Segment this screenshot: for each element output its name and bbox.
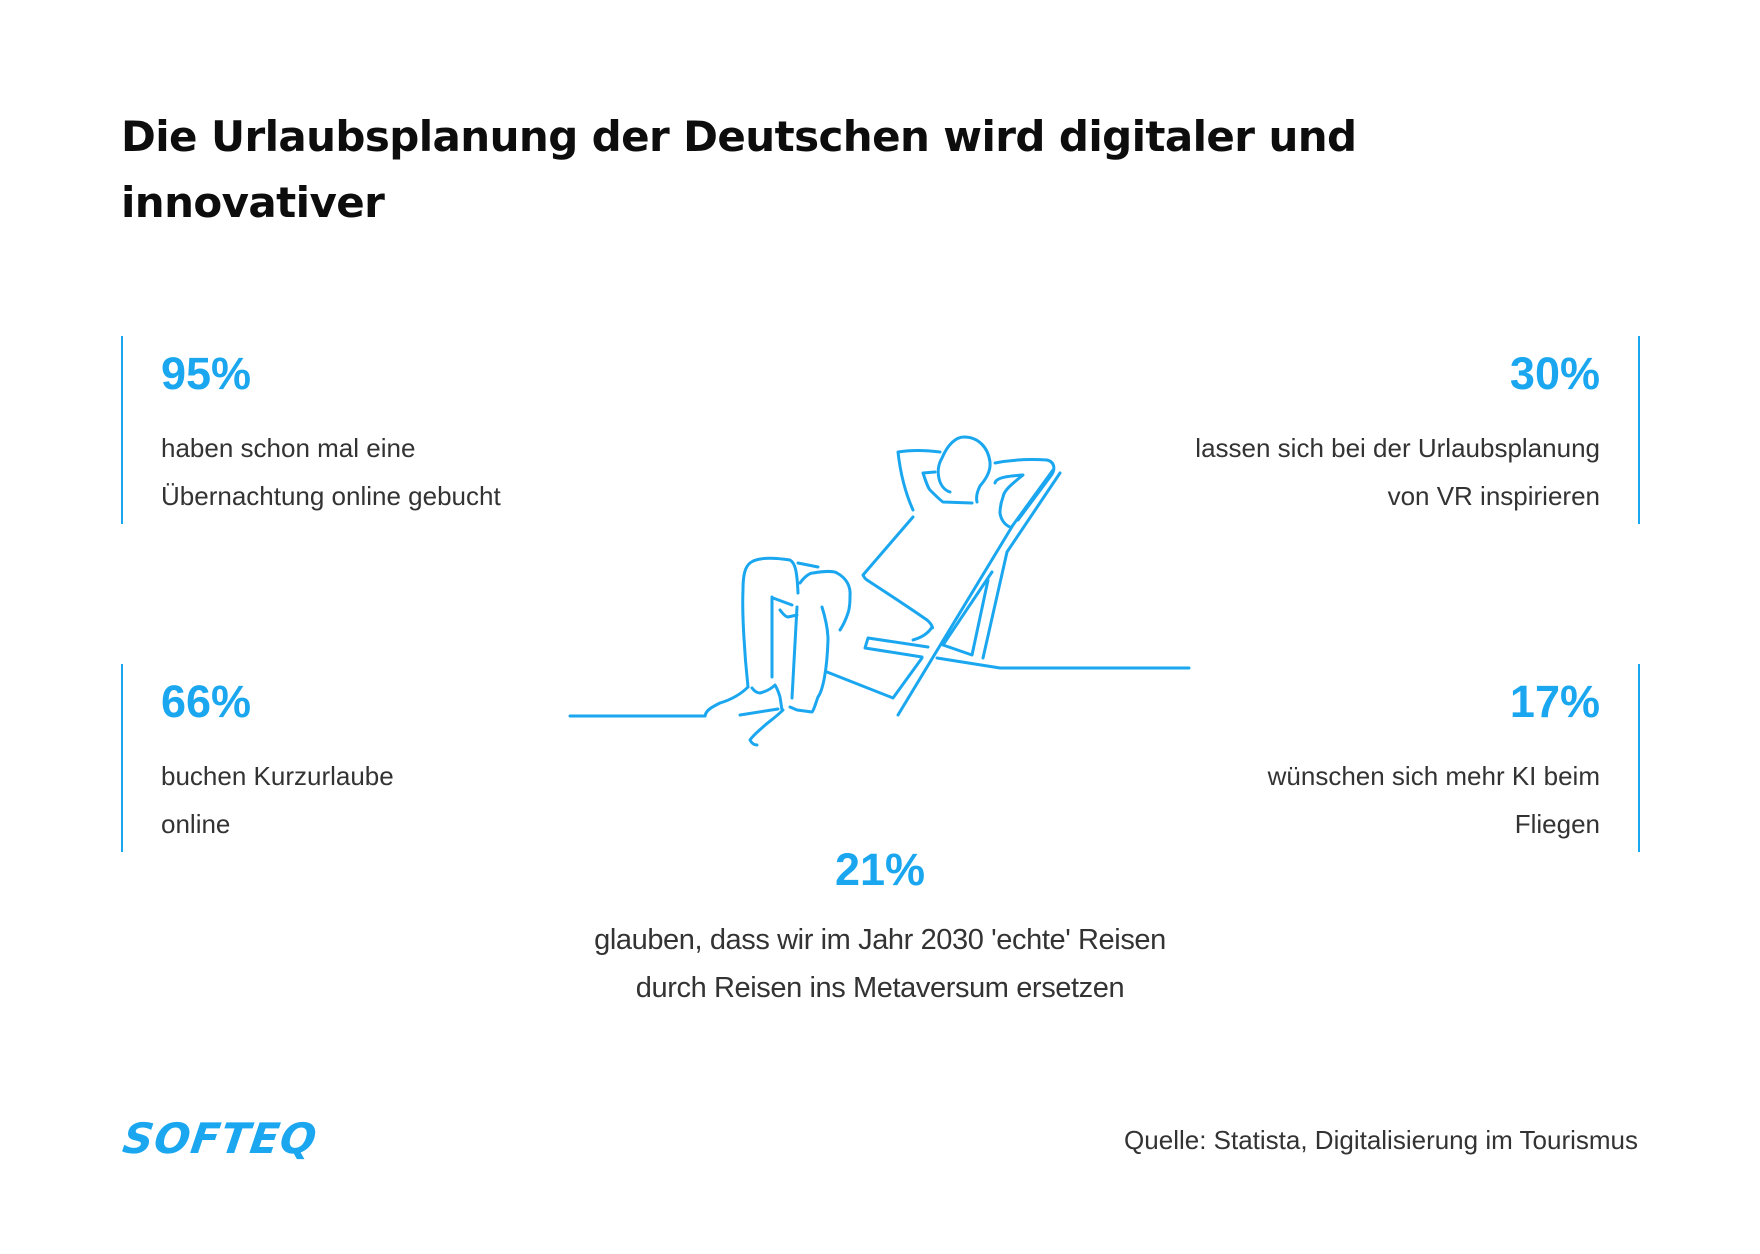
torso-outline bbox=[861, 515, 934, 642]
stat-description-line: von VR inspirieren bbox=[1387, 481, 1600, 511]
front-foot bbox=[748, 708, 785, 747]
left-arm bbox=[896, 449, 942, 512]
back-knee-detail bbox=[796, 561, 820, 569]
back-shin-inner bbox=[770, 595, 794, 679]
chair-seat-bar bbox=[863, 636, 930, 659]
back-foot bbox=[750, 683, 784, 712]
foot-sole bbox=[738, 707, 780, 717]
stat-description-line: Übernachtung online gebucht bbox=[161, 481, 501, 511]
stat-description: wünschen sich mehr KI beim Fliegen bbox=[1268, 752, 1600, 848]
front-knee bbox=[798, 570, 852, 632]
accent-bar bbox=[121, 336, 123, 524]
softeq-logo: SOFTEQ bbox=[119, 1114, 321, 1163]
right-arm bbox=[993, 458, 1056, 522]
middle-shin bbox=[790, 605, 799, 700]
chair-base-line bbox=[935, 656, 1002, 670]
accent-bar bbox=[1638, 664, 1640, 852]
chair-frame-front bbox=[896, 523, 1015, 717]
heel-to-ground bbox=[703, 685, 750, 718]
stat-description-line: online bbox=[161, 809, 231, 839]
stat-description-line: wünschen sich mehr KI beim bbox=[1267, 761, 1600, 791]
stat-value: 17% bbox=[1509, 676, 1600, 727]
stat-description: buchen Kurzurlaube online bbox=[161, 752, 394, 848]
back-calf bbox=[778, 608, 799, 619]
stat-description-line: durch Reisen ins Metaversum ersetzen bbox=[635, 972, 1125, 1004]
stat-value: 30% bbox=[1509, 348, 1600, 399]
stat-description-line: buchen Kurzurlaube bbox=[161, 761, 394, 791]
chair-back-rail bbox=[1011, 468, 1055, 527]
seat-fabric bbox=[825, 656, 924, 700]
chair-frame-back bbox=[981, 471, 1062, 660]
stat-description: lassen sich bei der Urlaubsplanung von V… bbox=[1195, 424, 1600, 520]
stat-value: 21% bbox=[834, 844, 926, 895]
stat-description: haben schon mal eine Übernachtung online… bbox=[161, 424, 501, 520]
accent-bar bbox=[1638, 336, 1640, 524]
back-knee bbox=[741, 556, 800, 689]
stat-description-line: glauben, dass wir im Jahr 2030 'echte' R… bbox=[594, 924, 1166, 956]
front-shin bbox=[788, 605, 830, 714]
stat-description: glauben, dass wir im Jahr 2030 'echte' R… bbox=[480, 916, 1280, 1012]
stat-value: 66% bbox=[161, 676, 252, 727]
stat-value: 95% bbox=[161, 348, 252, 399]
source-citation: Quelle: Statista, Digitalisierung im Tou… bbox=[1124, 1125, 1638, 1155]
accent-bar bbox=[121, 664, 123, 852]
stat-description-line: lassen sich bei der Urlaubsplanung bbox=[1195, 433, 1600, 463]
stat-description-line: haben schon mal eine bbox=[161, 433, 416, 463]
chair-support bbox=[941, 570, 994, 657]
stat-block-metaverse: 21% glauben, dass wir im Jahr 2030 'echt… bbox=[480, 844, 1280, 1012]
page-title: Die Urlaubsplanung der Deutschen wird di… bbox=[121, 112, 1357, 227]
head-outline bbox=[936, 435, 992, 504]
left-arm-inner bbox=[921, 470, 974, 505]
stat-description-line: Fliegen bbox=[1514, 809, 1600, 839]
right-arm-inner bbox=[993, 473, 1025, 529]
